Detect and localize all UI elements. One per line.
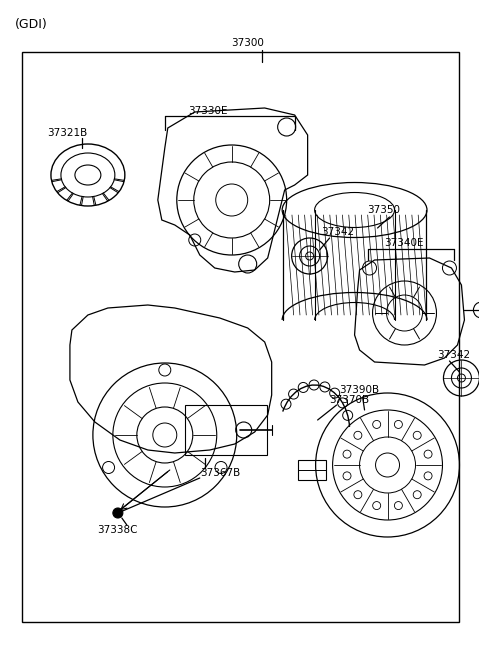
Text: 37367B: 37367B [200, 468, 240, 478]
Text: 37321B: 37321B [47, 128, 87, 138]
Circle shape [113, 508, 123, 518]
Text: 37342: 37342 [322, 227, 355, 237]
Bar [185, 405, 267, 455]
Text: 37330E: 37330E [188, 106, 227, 116]
Text: 37342: 37342 [437, 350, 470, 360]
Text: 37300: 37300 [231, 38, 264, 48]
Text: 37338C: 37338C [97, 525, 137, 535]
Bar [22, 52, 459, 622]
Text: 37340E: 37340E [384, 238, 424, 248]
Text: 37390B: 37390B [339, 385, 380, 395]
Text: 37370B: 37370B [330, 395, 370, 405]
Bar [298, 460, 325, 480]
Text: 37350: 37350 [368, 205, 400, 215]
Text: (GDI): (GDI) [15, 18, 48, 31]
